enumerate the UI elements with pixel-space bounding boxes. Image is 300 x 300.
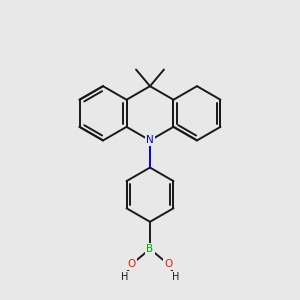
Text: O: O xyxy=(128,259,136,269)
Text: H: H xyxy=(121,272,128,282)
Text: N: N xyxy=(146,135,154,146)
Text: B: B xyxy=(146,244,154,254)
Text: O: O xyxy=(164,259,172,269)
Text: H: H xyxy=(172,272,179,282)
